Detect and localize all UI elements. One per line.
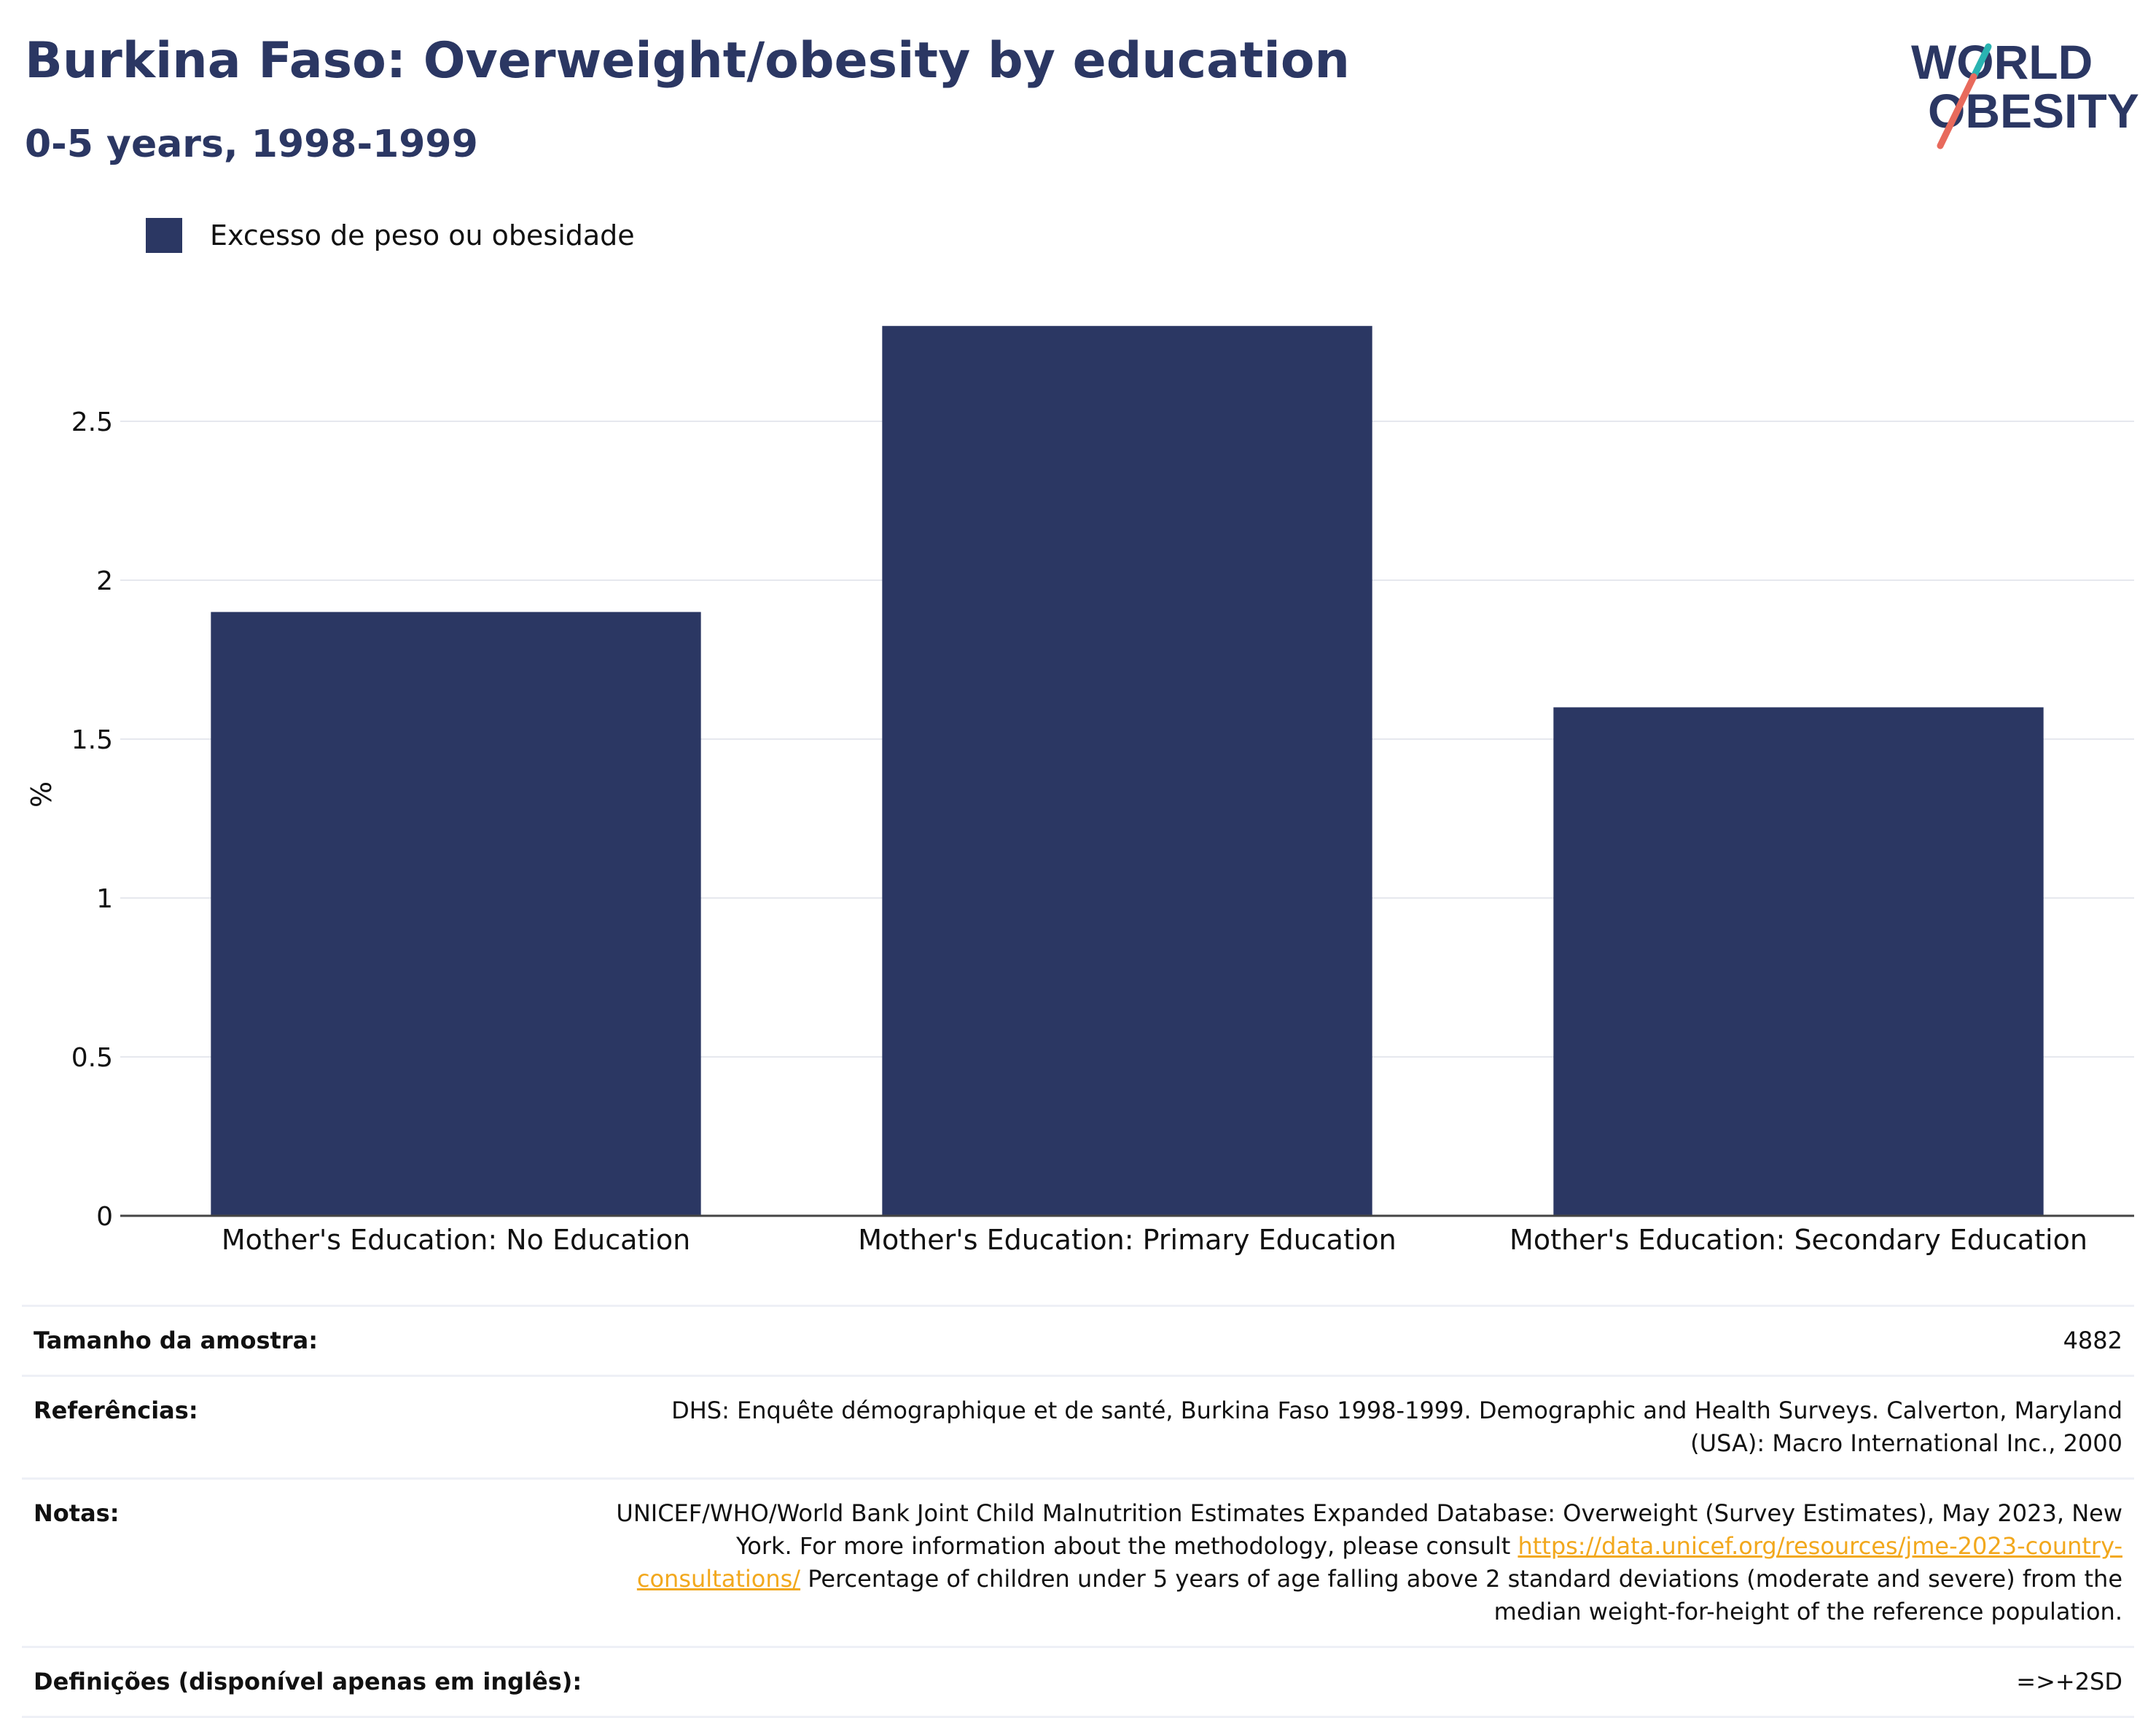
- notes-value: UNICEF/WHO/World Bank Joint Child Malnut…: [593, 1477, 2134, 1648]
- methodology-link[interactable]: https://data.unicef.org/resources/jme-20…: [636, 1532, 2122, 1593]
- sample-size-value: 4882: [593, 1305, 2134, 1377]
- logo-slash-bottom: [1937, 73, 1977, 149]
- bar[interactable]: [1553, 707, 2044, 1216]
- x-tick-label: Mother's Education: Primary Education: [858, 1224, 1397, 1256]
- info-row-sample: Tamanho da amostra: 4882: [22, 1305, 2134, 1377]
- y-tick-label: 2.5: [71, 407, 113, 437]
- chart-subtitle: 0-5 years, 1998-1999: [25, 122, 478, 166]
- bars: [211, 326, 2044, 1217]
- notes-text-before: UNICEF/WHO/World Bank Joint Child Malnut…: [616, 1499, 2122, 1560]
- logo-word-world: WORLD: [1911, 35, 2093, 89]
- legend: Excesso de peso ou obesidade: [146, 217, 635, 254]
- legend-swatch: [146, 218, 182, 253]
- bar-chart: 0 0.5 1 1.5 2 2.5 Mother's Education: No Educa…: [26, 326, 2134, 1256]
- definitions-value: =>+2SD: [593, 1646, 2134, 1718]
- world-obesity-logo: WORLD OBESITY: [1911, 35, 2139, 149]
- y-tick-label: 1: [96, 884, 113, 914]
- x-tick-label: Mother's Education: No Education: [222, 1224, 690, 1256]
- references-label: Referências:: [22, 1375, 594, 1480]
- bar[interactable]: [211, 612, 701, 1216]
- axes: 0 0.5 1 1.5 2 2.5 Mother's Education: No Educa…: [71, 407, 2134, 1256]
- chart-title: Burkina Faso: Overweight/obesity by educ…: [25, 32, 1350, 90]
- notes-text-after: Percentage of children under 5 years of …: [800, 1565, 2122, 1625]
- sample-size-label: Tamanho da amostra:: [22, 1305, 594, 1377]
- legend-label: Excesso de peso ou obesidade: [210, 219, 635, 251]
- definitions-label: Definições (disponível apenas em inglês)…: [22, 1646, 594, 1718]
- y-tick-label: 0.5: [71, 1043, 113, 1073]
- logo-slash-top: [1970, 43, 1992, 80]
- info-table: Tamanho da amostra: 4882 Referências: DH…: [22, 1305, 2134, 1718]
- x-tick-label: Mother's Education: Secondary Education: [1509, 1224, 2087, 1256]
- y-tick-label: 0: [96, 1202, 113, 1232]
- bar[interactable]: [882, 326, 1372, 1217]
- y-axis-label: %: [26, 781, 58, 808]
- info-row-definitions: Definições (disponível apenas em inglês)…: [22, 1646, 2134, 1718]
- notes-label: Notas:: [22, 1477, 594, 1648]
- info-row-notes: Notas: UNICEF/WHO/World Bank Joint Child…: [22, 1477, 2134, 1648]
- info-row-references: Referências: DHS: Enquête démographique …: [22, 1375, 2134, 1480]
- y-tick-label: 2: [96, 566, 113, 596]
- y-tick-label: 1.5: [71, 725, 113, 755]
- references-value: DHS: Enquête démographique et de santé, …: [593, 1375, 2134, 1480]
